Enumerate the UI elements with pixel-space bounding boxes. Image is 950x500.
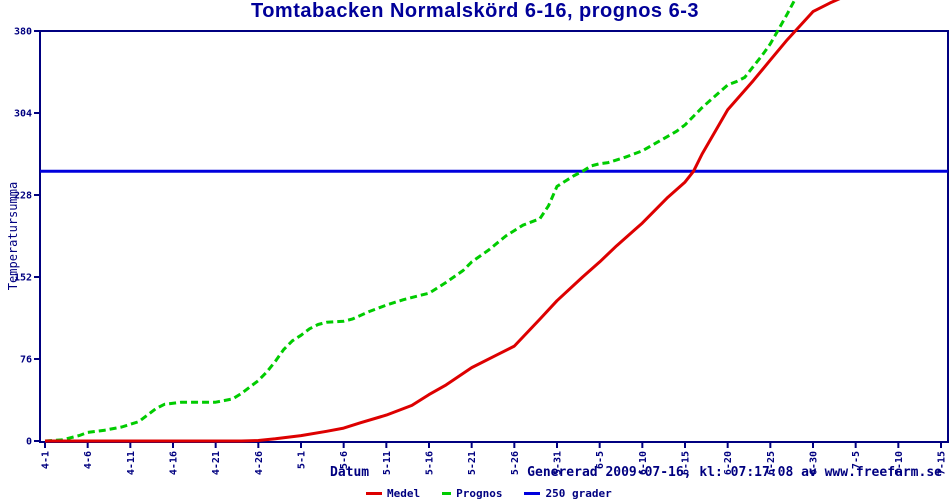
ref-line-swatch — [524, 492, 541, 495]
x-tick-label: 7-10 — [894, 451, 905, 475]
y-tick-label: 76 — [20, 355, 32, 366]
y-tick-label: 304 — [14, 109, 32, 120]
x-tick-label: 7-5 — [851, 451, 862, 469]
x-tick-label: 4-26 — [254, 451, 265, 475]
x-tick-label: 5-21 — [467, 451, 478, 475]
x-tick-label: 6-25 — [766, 451, 777, 475]
x-tick-label: 5-16 — [425, 451, 436, 475]
x-tick-label: 6-30 — [809, 451, 820, 475]
legend: Medel Prognos 250 grader — [366, 487, 612, 500]
legend-item-prognos: Prognos — [442, 487, 502, 500]
x-tick-label: 5-11 — [382, 451, 393, 475]
legend-item-250-grader: 250 grader — [524, 487, 612, 500]
plot-frame — [39, 30, 949, 443]
x-tick-label: 6-5 — [595, 451, 606, 469]
x-tick-label: 7-15 — [937, 451, 948, 475]
x-tick-label: 4-21 — [211, 451, 222, 475]
legend-label-prognos: Prognos — [456, 487, 503, 500]
x-tick-label: 5-6 — [339, 451, 350, 469]
x-tick-label: 4-6 — [83, 451, 94, 469]
generated-timestamp: Genererad 2009-07-16, kl: 07:17:08 av ww… — [527, 465, 942, 480]
medel-line-swatch — [366, 492, 382, 495]
y-tick-label: 228 — [14, 191, 32, 202]
chart-title: Tomtabacken Normalskörd 6-16, prognos 6-… — [250, 0, 700, 22]
x-tick-label: 4-1 — [41, 451, 52, 469]
x-tick-label: 4-16 — [169, 451, 180, 475]
y-tick-label: 152 — [14, 273, 32, 284]
x-tick-label: 5-26 — [510, 451, 521, 475]
medel-line — [45, 0, 841, 443]
x-tick-label: 4-11 — [126, 451, 137, 475]
x-tick-label: 6-20 — [723, 451, 734, 475]
prognos-line — [44, 0, 797, 443]
prognos-line-swatch — [442, 492, 452, 495]
x-tick-label: 6-10 — [638, 451, 649, 475]
x-tick-label: 5-1 — [297, 451, 308, 469]
y-tick-label: 380 — [14, 27, 32, 38]
x-axis-title: Datum — [330, 465, 370, 480]
x-tick-label: 6-15 — [681, 451, 692, 475]
legend-item-medel: Medel — [366, 487, 420, 500]
y-tick-label: 0 — [26, 437, 32, 448]
legend-label-medel: Medel — [387, 487, 421, 500]
x-tick-label: 5-31 — [553, 451, 564, 475]
legend-label-250-grader: 250 grader — [545, 487, 612, 500]
